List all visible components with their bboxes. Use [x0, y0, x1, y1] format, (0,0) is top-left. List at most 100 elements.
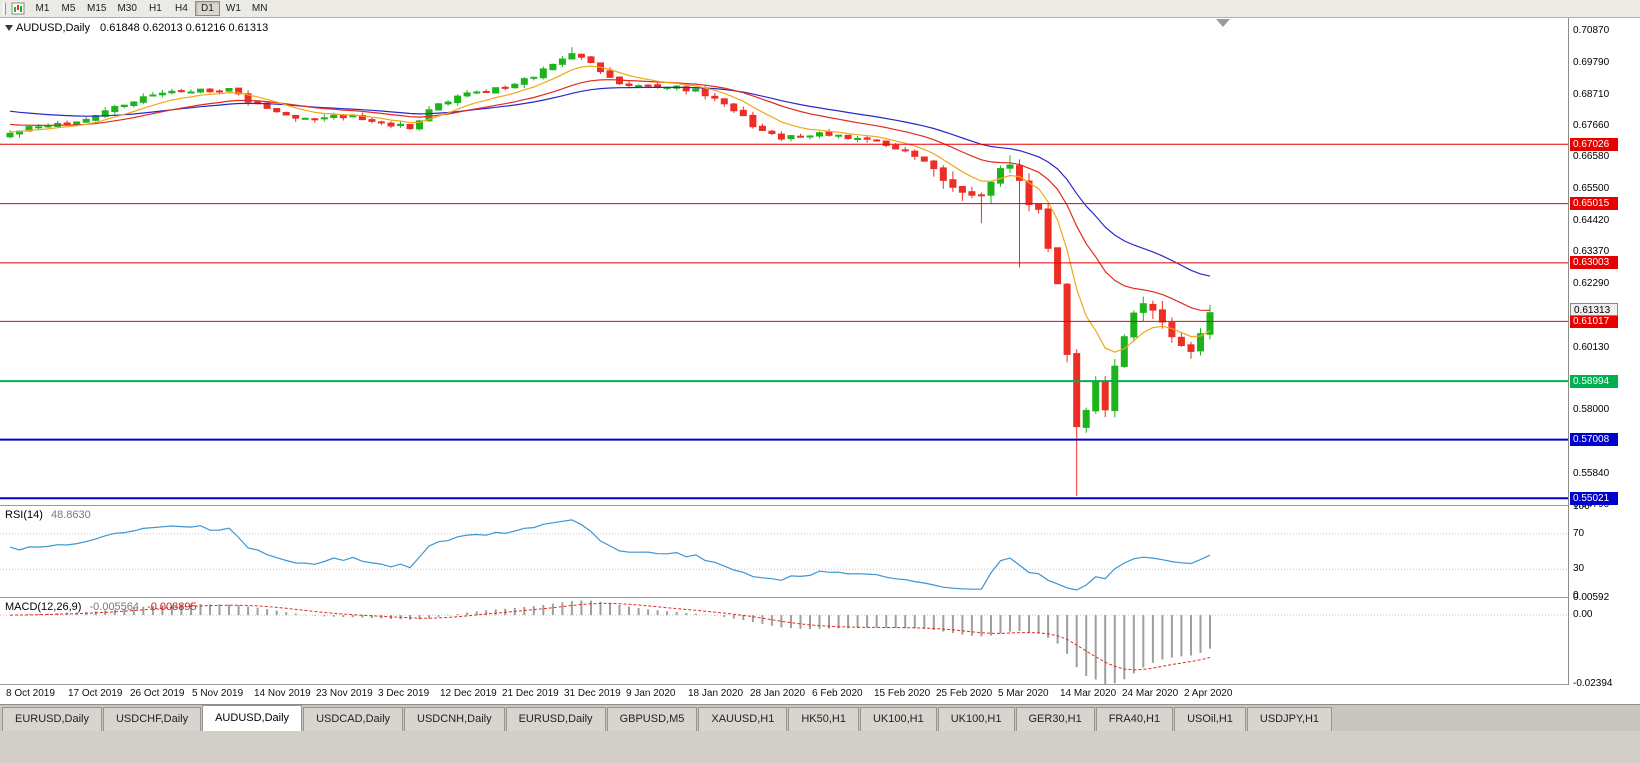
- chart-tabs-bar: EURUSD,Daily USDCHF,Daily AUDUSD,Daily USDC…: [0, 704, 1640, 731]
- chart-symbol-label: AUDUSD,Daily: [16, 22, 90, 34]
- rsi-axis-tick: 0: [1573, 590, 1579, 601]
- candles-layer: [6, 47, 1214, 496]
- price-axis-tick: 0.68710: [1573, 89, 1610, 100]
- chart-tab-uk100-h1[interactable]: UK100,H1: [937, 707, 1015, 731]
- chart-tab-uk100-h1[interactable]: UK100,H1: [859, 707, 937, 731]
- chart-tab-eurusd-daily[interactable]: EURUSD,Daily: [505, 707, 606, 731]
- price-level-badge: 0.63003: [1570, 256, 1618, 269]
- date-axis-label: 2 Apr 2020: [1184, 688, 1233, 699]
- timeframe-toolbar: M1 M5 M15 M30 H1 H4 D1 W1 MN: [0, 0, 1640, 18]
- hlines-layer: [0, 143, 1568, 500]
- chart-tab-usdcad-daily[interactable]: USDCAD,Daily: [303, 707, 404, 731]
- date-axis-label: 9 Jan 2020: [626, 688, 676, 699]
- macd-histogram: [18, 600, 1211, 684]
- toolbar-grip[interactable]: [3, 2, 6, 15]
- price-axis-tick: 0.58000: [1573, 404, 1610, 415]
- chart-tab-audusd-daily[interactable]: AUDUSD,Daily: [202, 705, 303, 731]
- one-click-trading-arrow-icon[interactable]: [5, 25, 13, 31]
- panel-separator[interactable]: [0, 597, 1640, 598]
- date-axis-label: 28 Jan 2020: [750, 688, 806, 699]
- date-axis-label: 24 Mar 2020: [1122, 688, 1179, 699]
- chart-tab-ger30-h1[interactable]: GER30,H1: [1015, 707, 1095, 731]
- date-axis-label: 14 Mar 2020: [1060, 688, 1117, 699]
- timeframe-button-w1[interactable]: W1: [225, 3, 241, 14]
- date-axis[interactable]: 8 Oct 2019 17 Oct 2019 26 Oct 2019 5 Nov 20…: [0, 685, 1568, 704]
- chart-tab-usdchf-daily[interactable]: USDCHF,Daily: [102, 707, 202, 731]
- rsi-levels-layer: [0, 533, 1568, 570]
- price-level-badge: 0.67026: [1570, 138, 1618, 151]
- chart-window: AUDUSD,Daily 0.61848 0.62013 0.61216 0.6…: [0, 18, 1640, 704]
- price-chart-plot[interactable]: [0, 18, 1568, 505]
- chart-tab-fra40-h1[interactable]: FRA40,H1: [1095, 707, 1174, 731]
- price-axis-tick: 0.63370: [1573, 246, 1610, 257]
- rsi-title: RSI(14) 48.8630: [5, 509, 91, 521]
- price-axis[interactable]: 0.70870 0.69790 0.68710 0.67660 0.66580 0.655…: [1569, 18, 1640, 704]
- rsi-line: [9, 519, 1211, 591]
- chart-periods-icon: [10, 2, 26, 16]
- timeframe-buttons: M1 M5 M15 M30 H1 H4 D1 W1 MN: [30, 1, 272, 16]
- price-level-badge: 0.57008: [1570, 433, 1618, 446]
- rsi-axis-tick: 30: [1573, 563, 1585, 574]
- timeframe-button-m15[interactable]: M15: [87, 3, 107, 14]
- date-axis-label: 21 Dec 2019: [502, 688, 559, 699]
- ma-lines-layer: [9, 65, 1211, 353]
- panel-separator[interactable]: [0, 684, 1640, 685]
- date-axis-label: 5 Nov 2019: [192, 688, 244, 699]
- chart-ohlc-values: 0.61848 0.62013 0.61216 0.61313: [100, 22, 269, 34]
- macd-label: MACD(12,26,9): [5, 601, 82, 613]
- timeframe-button-d1[interactable]: D1: [194, 1, 220, 16]
- price-axis-tick: 0.69790: [1573, 57, 1610, 68]
- current-price-badge: 0.61313: [1570, 303, 1618, 316]
- status-area: [0, 731, 1640, 763]
- macd-title: MACD(12,26,9) -0.005564 -0.008895: [5, 601, 197, 613]
- timeframe-button-m5[interactable]: M5: [61, 3, 76, 14]
- chart-tab-hk50-h1[interactable]: HK50,H1: [788, 707, 859, 731]
- price-axis-tick: 0.67660: [1573, 120, 1610, 131]
- date-axis-label: 17 Oct 2019: [68, 688, 123, 699]
- macd-axis-tick: -0.02394: [1573, 678, 1613, 689]
- price-axis-tick: 0.65500: [1573, 183, 1610, 194]
- ma-medium-line: [9, 79, 1211, 311]
- date-axis-label: 31 Dec 2019: [564, 688, 621, 699]
- price-level-badge: 0.55021: [1570, 492, 1618, 505]
- rsi-axis-tick: 70: [1573, 528, 1585, 539]
- macd-axis-tick: 0.00592: [1573, 592, 1610, 603]
- timeframe-button-m30[interactable]: M30: [117, 3, 137, 14]
- ma-slow-line: [9, 86, 1211, 277]
- price-level-badge: 0.61017: [1570, 315, 1618, 328]
- macd-main-value: -0.005564: [89, 601, 140, 613]
- timeframe-button-h1[interactable]: H1: [149, 3, 162, 14]
- date-axis-label: 14 Nov 2019: [254, 688, 311, 699]
- chart-tab-usoil-h1[interactable]: USOil,H1: [1174, 707, 1246, 731]
- date-axis-label: 5 Mar 2020: [998, 688, 1049, 699]
- timeframe-button-mn[interactable]: MN: [251, 3, 268, 14]
- chart-tab-usdcnh-daily[interactable]: USDCNH,Daily: [404, 707, 505, 731]
- date-axis-label: 23 Nov 2019: [316, 688, 373, 699]
- price-axis-tick: 0.70870: [1573, 25, 1610, 36]
- rsi-axis-tick: 100: [1573, 501, 1590, 512]
- price-axis-tick: 0.64420: [1573, 215, 1610, 226]
- price-level-badge: 0.65015: [1570, 197, 1618, 210]
- price-axis-tick: 0.60130: [1573, 342, 1610, 353]
- axis-border: [1568, 18, 1569, 685]
- chart-tab-xauusd-h1[interactable]: XAUUSD,H1: [698, 707, 788, 731]
- chart-tab-gbpusd-m5[interactable]: GBPUSD,M5: [606, 707, 698, 731]
- date-axis-label: 15 Feb 2020: [874, 688, 931, 699]
- date-axis-label: 25 Feb 2020: [936, 688, 993, 699]
- date-axis-label: 6 Feb 2020: [812, 688, 863, 699]
- macd-signal-line: [9, 602, 1211, 671]
- rsi-value: 48.8630: [50, 509, 91, 521]
- price-axis-tick: 0.55840: [1573, 468, 1610, 479]
- chart-tab-eurusd-daily[interactable]: EURUSD,Daily: [2, 707, 102, 731]
- panel-separator[interactable]: [0, 505, 1640, 506]
- macd-indicator-plot[interactable]: [0, 598, 1568, 684]
- price-axis-tick: 0.62290: [1573, 278, 1610, 289]
- chart-tab-usdjpy-h1[interactable]: USDJPY,H1: [1246, 707, 1333, 731]
- price-axis-tick: 0.66580: [1573, 151, 1610, 162]
- timeframe-button-h4[interactable]: H4: [175, 3, 188, 14]
- price-level-badge: 0.58994: [1570, 375, 1618, 388]
- rsi-indicator-plot[interactable]: [0, 506, 1568, 597]
- timeframe-button-m1[interactable]: M1: [35, 3, 50, 14]
- ma-fast-line: [9, 65, 1211, 353]
